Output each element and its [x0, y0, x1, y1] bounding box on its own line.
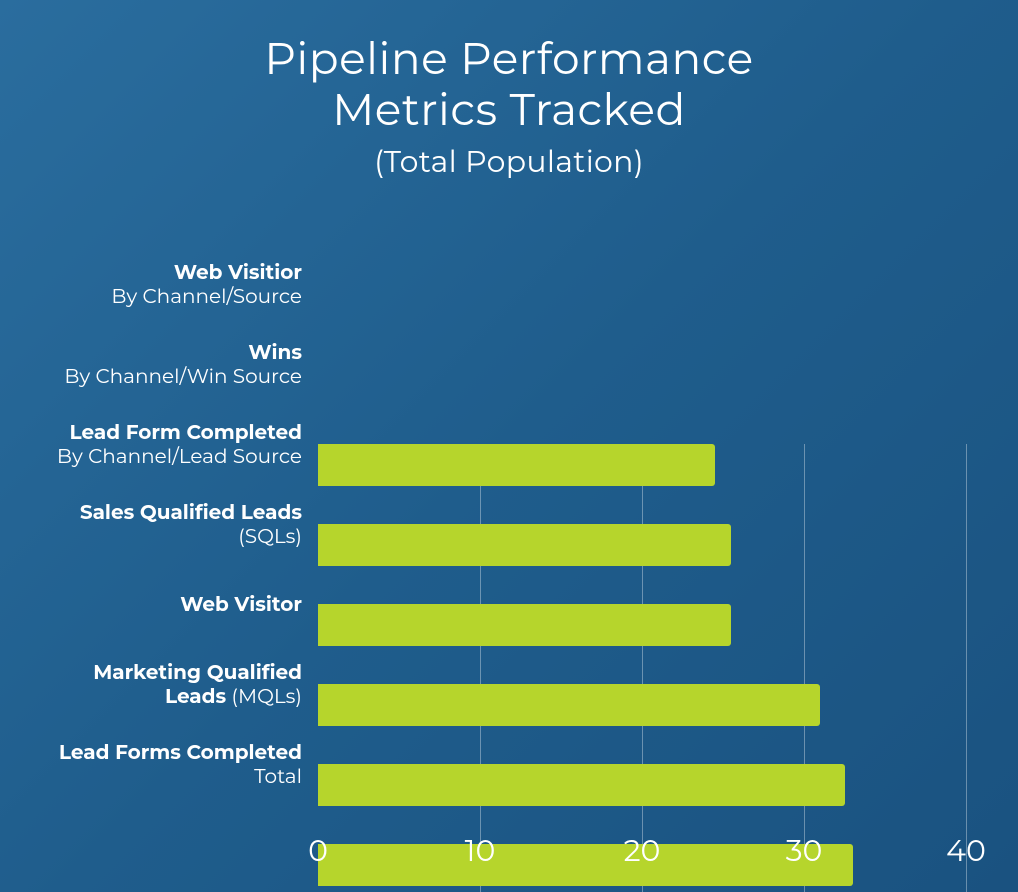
bar [318, 764, 845, 806]
bar-label: Marketing QualifiedLeads (MQLs) [0, 661, 302, 709]
chart-subtitle: (Total Population) [0, 143, 1018, 180]
x-axis-tick: 10 [465, 832, 496, 869]
bar-label: Lead Form CompletedBy Channel/Lead Sourc… [0, 421, 302, 469]
x-axis-tick: 40 [946, 832, 986, 869]
x-axis-tick: 20 [624, 832, 661, 869]
bar [318, 844, 853, 886]
chart-title-line-2: Metrics Tracked [0, 85, 1018, 136]
gridline [804, 444, 805, 892]
bar-label: Web Visitor [0, 593, 302, 617]
bar [318, 524, 731, 566]
x-axis-tick: 0 [308, 832, 328, 869]
bar [318, 604, 731, 646]
bar [318, 684, 820, 726]
bar-label: Lead Forms CompletedTotal [0, 741, 302, 789]
bar [318, 444, 715, 486]
x-axis-tick: 30 [786, 832, 823, 869]
chart-title-block: Pipeline Performance Metrics Tracked (To… [0, 0, 1018, 180]
chart-plot [318, 444, 966, 892]
chart-title-line-1: Pipeline Performance [0, 34, 1018, 85]
gridline [480, 444, 481, 892]
bar-label: WinsBy Channel/Win Source [0, 341, 302, 389]
bar-label: Sales Qualified Leads(SQLs) [0, 501, 302, 549]
bar-label: Web VisitiorBy Channel/Source [0, 261, 302, 309]
gridline [642, 444, 643, 892]
gridline [966, 444, 967, 892]
